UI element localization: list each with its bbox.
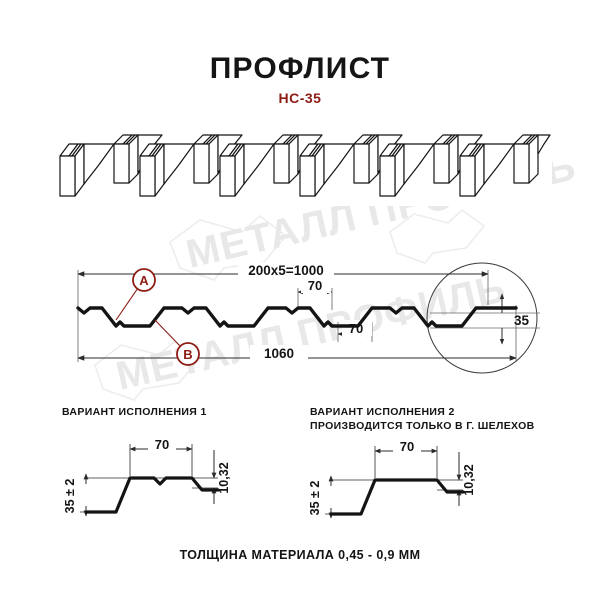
dim-overall-width: 1060 (77, 345, 517, 361)
dim-crest-width-label: 70 (308, 278, 322, 293)
variant-2-dim-top-width-label: 70 (400, 439, 414, 454)
variant-2-dim-top-width: 70 (374, 439, 438, 454)
variant-1-dim-edge-offset: 10,32 (211, 450, 231, 504)
variant-1-caption-line-1: ВАРИАНТ ИСПОЛНЕНИЯ 1 (62, 406, 207, 418)
dim-valley-width: 70 (337, 320, 373, 342)
variant-2-caption-line-1: ВАРИАНТ ИСПОЛНЕНИЯ 2 (310, 406, 455, 418)
variant-2-dim-height-label: 35 ± 2 (308, 481, 322, 516)
isometric-profile-view (52, 126, 552, 206)
dim-pitch-total-label: 200x5=1000 (248, 263, 323, 278)
variant-2-caption: ВАРИАНТ ИСПОЛНЕНИЯ 2 ПРОИЗВОДИТСЯ ТОЛЬКО… (310, 405, 535, 433)
dim-crest-width: 70 (297, 278, 333, 310)
cross-section-drawing: 200x5=1000 1060 35 70 70 (76, 262, 540, 374)
callout-a-label: A (139, 273, 149, 288)
dim-pitch-total: 200x5=1000 (77, 262, 489, 278)
cross-section-profile-line (76, 306, 518, 328)
callout-b: B (154, 319, 200, 366)
variant-2-drawing: 70 10,32 35 ± 2 (308, 439, 476, 519)
variant-2-caption-line-2: ПРОИЗВОДИТСЯ ТОЛЬКО В Г. ШЕЛЕХОВ (310, 420, 535, 432)
callout-a: A (115, 268, 156, 321)
dim-height-label: 35 (514, 313, 530, 328)
variant-2-dim-height: 35 ± 2 (308, 475, 343, 519)
variant-1-dim-top-width: 70 (129, 436, 193, 452)
variant-1-dim-height: 35 ± 2 (63, 473, 98, 517)
model-subtitle: НС-35 (278, 90, 322, 106)
variant-2-dim-edge-offset-label: 10,32 (462, 464, 476, 495)
variant-1-dim-top-width-label: 70 (155, 437, 169, 452)
variant-1-caption: ВАРИАНТ ИСПОЛНЕНИЯ 1 (62, 405, 207, 419)
dim-overall-width-label: 1060 (264, 346, 294, 361)
variant-2-profile-line (329, 478, 465, 516)
callout-b-label: B (183, 347, 192, 362)
material-thickness-note: ТОЛЩИНА МАТЕРИАЛА 0,45 - 0,9 ММ (179, 548, 421, 562)
variant-2-dim-edge-offset: 10,32 (456, 452, 476, 506)
variant-1-profile-line (84, 476, 220, 514)
dim-height: 35 (499, 293, 530, 345)
variant-1-dim-edge-offset-label: 10,32 (217, 462, 231, 493)
detail-circle (426, 262, 538, 374)
variant-1-dim-height-label: 35 ± 2 (63, 479, 77, 514)
variant-1-drawing: 70 10,32 35 ± 2 (63, 436, 231, 517)
page-title: ПРОФЛИСТ (209, 52, 391, 85)
